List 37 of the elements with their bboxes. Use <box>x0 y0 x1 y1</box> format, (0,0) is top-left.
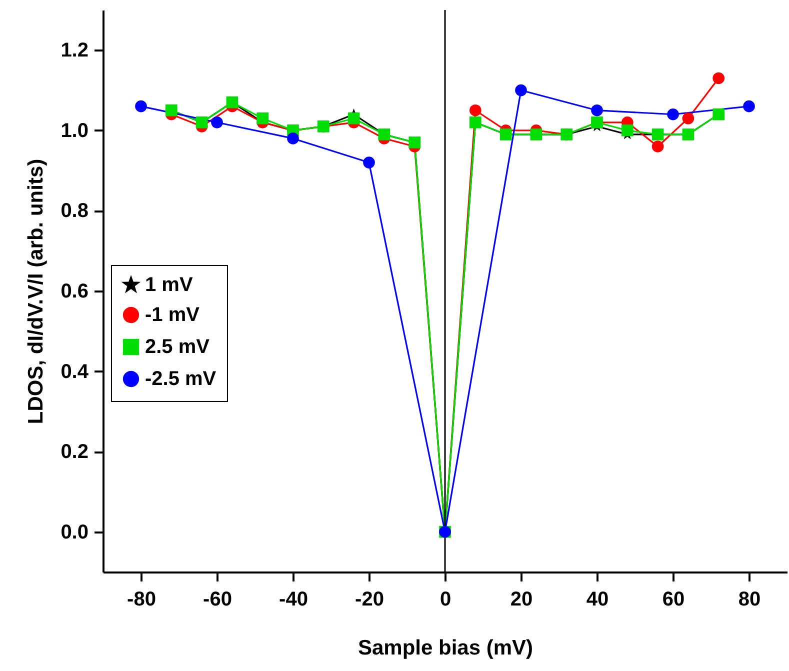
legend-label: 1 mV <box>145 274 194 296</box>
x-tick-label: 20 <box>510 588 533 610</box>
point <box>621 124 634 136</box>
point <box>682 112 694 124</box>
point <box>469 104 482 116</box>
y-tick-label: 0.2 <box>60 441 88 464</box>
point <box>591 104 603 116</box>
y-tick-label: 0.4 <box>60 360 90 383</box>
y-tick-label: 1.0 <box>60 120 88 142</box>
point <box>743 100 755 112</box>
x-tick-label: -60 <box>203 588 232 610</box>
point <box>256 112 269 124</box>
y-tick-label: 0.0 <box>60 521 88 544</box>
point <box>652 140 664 152</box>
legend-label: 2.5 mV <box>145 336 210 358</box>
x-tick-label: 0 <box>440 588 452 610</box>
y-tick-label: 0.8 <box>60 200 88 222</box>
legend-label: -1 mV <box>145 304 200 326</box>
y-tick-label: 0.6 <box>60 280 88 302</box>
y-tick-label: 1.2 <box>60 40 88 62</box>
x-tick-label: -20 <box>355 588 384 610</box>
x-tick-label: -80 <box>127 588 156 610</box>
y-axis-title: LDOS, dI/dV.V/I (arb. units) <box>24 158 48 424</box>
point <box>348 112 360 124</box>
legend-label: -2.5 mV <box>145 368 217 390</box>
point <box>667 108 679 120</box>
x-axis-title: Sample bias (mV) <box>358 636 534 660</box>
point <box>363 156 375 168</box>
x-tick-label: 80 <box>738 588 761 610</box>
x-tick-label: -40 <box>279 588 308 610</box>
point <box>135 100 147 112</box>
x-tick-label: 40 <box>586 588 609 610</box>
point <box>712 72 725 84</box>
x-tick-label: 60 <box>662 588 685 610</box>
point <box>211 116 223 128</box>
point <box>515 84 527 96</box>
point <box>287 132 299 144</box>
